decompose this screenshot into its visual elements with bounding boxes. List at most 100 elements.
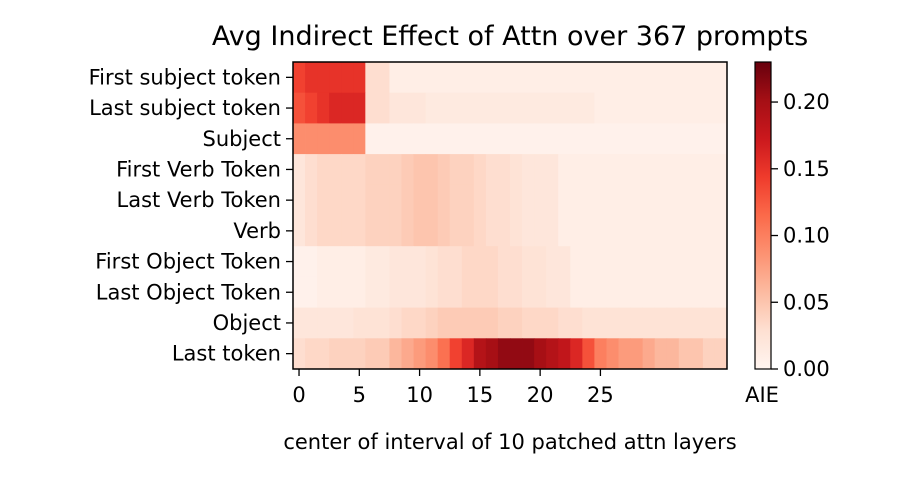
heatmap-cell xyxy=(497,215,511,247)
heatmap-cell xyxy=(546,184,559,216)
heatmap-cell xyxy=(401,307,414,339)
heatmap-cell xyxy=(353,154,366,186)
heatmap-cell xyxy=(329,154,342,186)
heatmap-cell xyxy=(558,338,571,370)
heatmap-cell xyxy=(341,307,354,339)
heatmap-cell xyxy=(353,215,366,247)
heatmap-cell xyxy=(558,215,571,247)
heatmap-cell xyxy=(485,92,499,124)
heatmap-cell xyxy=(570,307,583,339)
heatmap-cell xyxy=(425,184,439,216)
heatmap-cell xyxy=(449,123,463,155)
colorbar-tick-label: 0.10 xyxy=(783,224,830,248)
heatmap-cell xyxy=(654,307,668,339)
heatmap-cell xyxy=(678,92,692,124)
heatmap-cell xyxy=(473,276,487,308)
heatmap-cell xyxy=(690,246,704,278)
heatmap-cell xyxy=(341,246,354,278)
heatmap-cell xyxy=(642,92,656,124)
heatmap-cell xyxy=(642,184,656,216)
heatmap-cell xyxy=(690,92,704,124)
heatmap-cell xyxy=(534,123,547,155)
heatmap-cell xyxy=(317,184,330,216)
heatmap-cell xyxy=(594,215,607,247)
colorbar-tick-label: 0.05 xyxy=(783,290,830,314)
heatmap-cell xyxy=(365,246,378,278)
heatmap-cell xyxy=(606,276,619,308)
x-tick-label: 0 xyxy=(292,383,305,407)
heatmap-cell xyxy=(702,123,716,155)
heatmap-cell xyxy=(654,184,668,216)
heatmap-cell xyxy=(558,276,571,308)
heatmap-cell xyxy=(594,62,607,94)
heatmap-cell xyxy=(413,246,427,278)
heatmap-cell xyxy=(630,154,644,186)
row-label: Subject xyxy=(202,127,281,151)
heatmap-cell xyxy=(570,184,583,216)
heatmap-cell xyxy=(522,215,535,247)
heatmap-cell xyxy=(702,276,716,308)
heatmap-cell xyxy=(341,92,354,124)
heatmap-cell xyxy=(702,246,716,278)
heatmap-cell xyxy=(365,215,378,247)
heatmap-cell xyxy=(437,307,451,339)
heatmap-cell xyxy=(365,62,378,94)
heatmap-cell xyxy=(690,215,704,247)
heatmap-cell xyxy=(606,62,619,94)
heatmap-cell xyxy=(558,307,571,339)
heatmap-cell xyxy=(485,307,499,339)
heatmap-cell xyxy=(485,215,499,247)
heatmap-cell xyxy=(377,338,390,370)
heatmap-cell xyxy=(594,307,607,339)
heatmap-cell xyxy=(546,92,559,124)
heatmap-cell xyxy=(449,184,463,216)
heatmap-cell xyxy=(678,62,692,94)
heatmap-cell xyxy=(293,154,306,186)
heatmap-cell xyxy=(425,307,439,339)
heatmap-cell xyxy=(413,338,427,370)
heatmap-cell xyxy=(293,338,306,370)
x-tick-label: 5 xyxy=(353,383,366,407)
heatmap-cell xyxy=(582,123,595,155)
heatmap-cell xyxy=(317,307,330,339)
heatmap-cell xyxy=(293,307,306,339)
heatmap-cell xyxy=(329,123,342,155)
heatmap-cell xyxy=(666,276,680,308)
heatmap-cell xyxy=(690,338,704,370)
heatmap-cell xyxy=(401,62,414,94)
heatmap-cell xyxy=(305,338,318,370)
heatmap-cell xyxy=(654,62,668,94)
heatmap-cell xyxy=(534,62,547,94)
colorbar-tick-label: 0.00 xyxy=(783,357,830,381)
heatmap-cell xyxy=(642,215,656,247)
heatmap-cell xyxy=(630,246,644,278)
heatmap-cell xyxy=(497,92,511,124)
heatmap-cell xyxy=(534,215,547,247)
x-tick-label: 15 xyxy=(466,383,493,407)
heatmap-cell xyxy=(497,62,511,94)
heatmap-cell xyxy=(642,276,656,308)
x-tick-label: 20 xyxy=(527,383,554,407)
heatmap-cell xyxy=(293,215,306,247)
heatmap-cell xyxy=(678,215,692,247)
chart-title: Avg Indirect Effect of Attn over 367 pro… xyxy=(212,21,808,52)
heatmap-cell xyxy=(714,62,728,94)
heatmap-cell xyxy=(570,215,583,247)
heatmap-cell xyxy=(582,246,595,278)
heatmap-cell xyxy=(510,184,523,216)
heatmap-cell xyxy=(353,184,366,216)
heatmap-cell xyxy=(690,307,704,339)
heatmap-cell xyxy=(618,184,631,216)
heatmap-cell xyxy=(618,246,631,278)
heatmap-cell xyxy=(666,246,680,278)
heatmap-cell xyxy=(534,307,547,339)
heatmap-cell xyxy=(666,62,680,94)
heatmap-cell xyxy=(353,338,366,370)
heatmap-cell xyxy=(401,154,414,186)
row-label: Object xyxy=(213,311,281,335)
heatmap-cell xyxy=(582,184,595,216)
heatmap-cell xyxy=(293,246,306,278)
heatmap-cell xyxy=(654,92,668,124)
heatmap-cell xyxy=(582,92,595,124)
